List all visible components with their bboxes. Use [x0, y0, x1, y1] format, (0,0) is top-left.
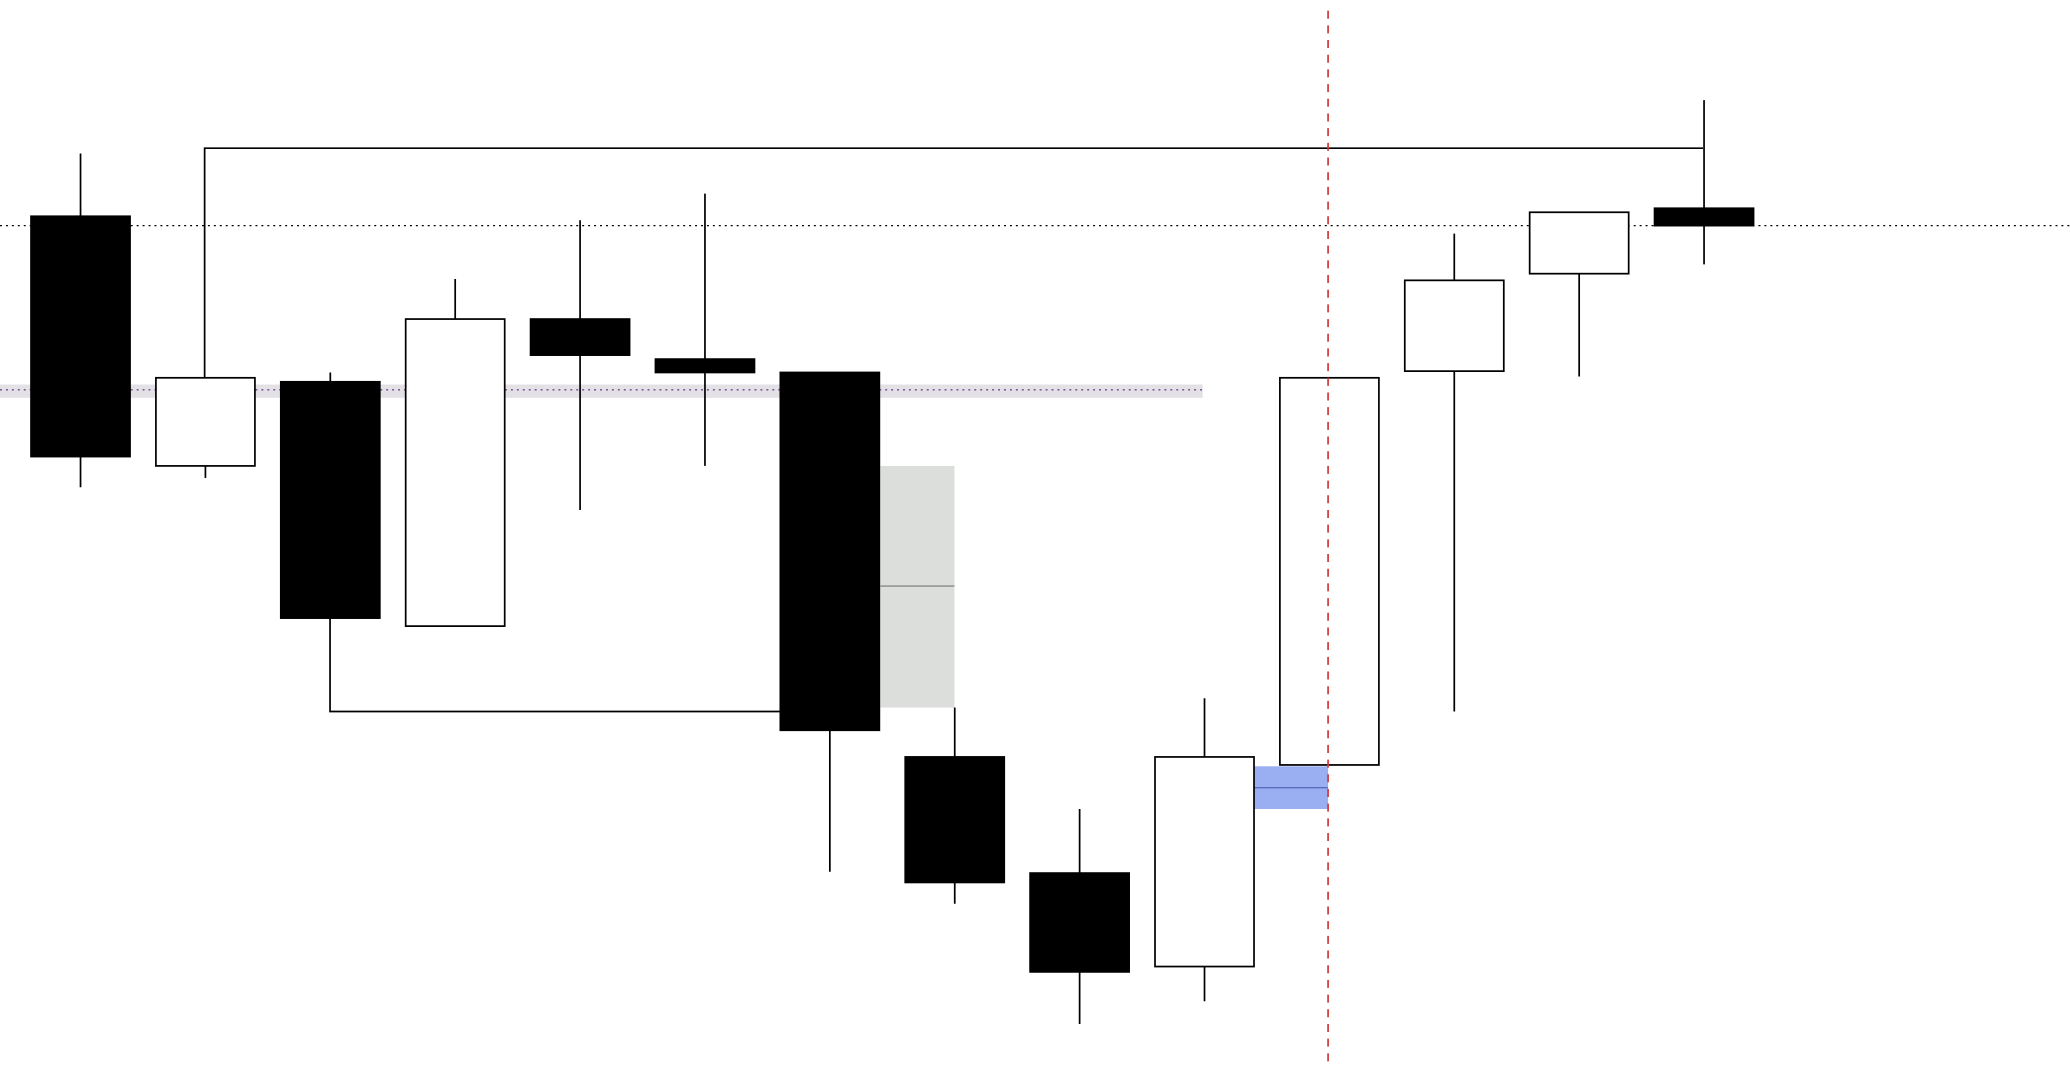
- candle-body: [1029, 872, 1130, 973]
- candle-body: [654, 358, 756, 374]
- range-bracket: [329, 618, 781, 713]
- candle-body: [1403, 279, 1505, 372]
- candle-body: [1154, 756, 1255, 968]
- candle-body: [404, 318, 506, 627]
- candle-body: [30, 215, 131, 458]
- candles: [30, 100, 1755, 1024]
- range-bracket: [203, 147, 1703, 378]
- candle-body: [1279, 376, 1380, 766]
- candle-body: [779, 371, 881, 732]
- candle-body: [1653, 207, 1755, 227]
- candle-body: [155, 376, 256, 467]
- candle-body: [1528, 211, 1630, 275]
- candle-body: [904, 756, 1006, 884]
- candle-body: [279, 380, 381, 619]
- candle-body: [529, 318, 631, 356]
